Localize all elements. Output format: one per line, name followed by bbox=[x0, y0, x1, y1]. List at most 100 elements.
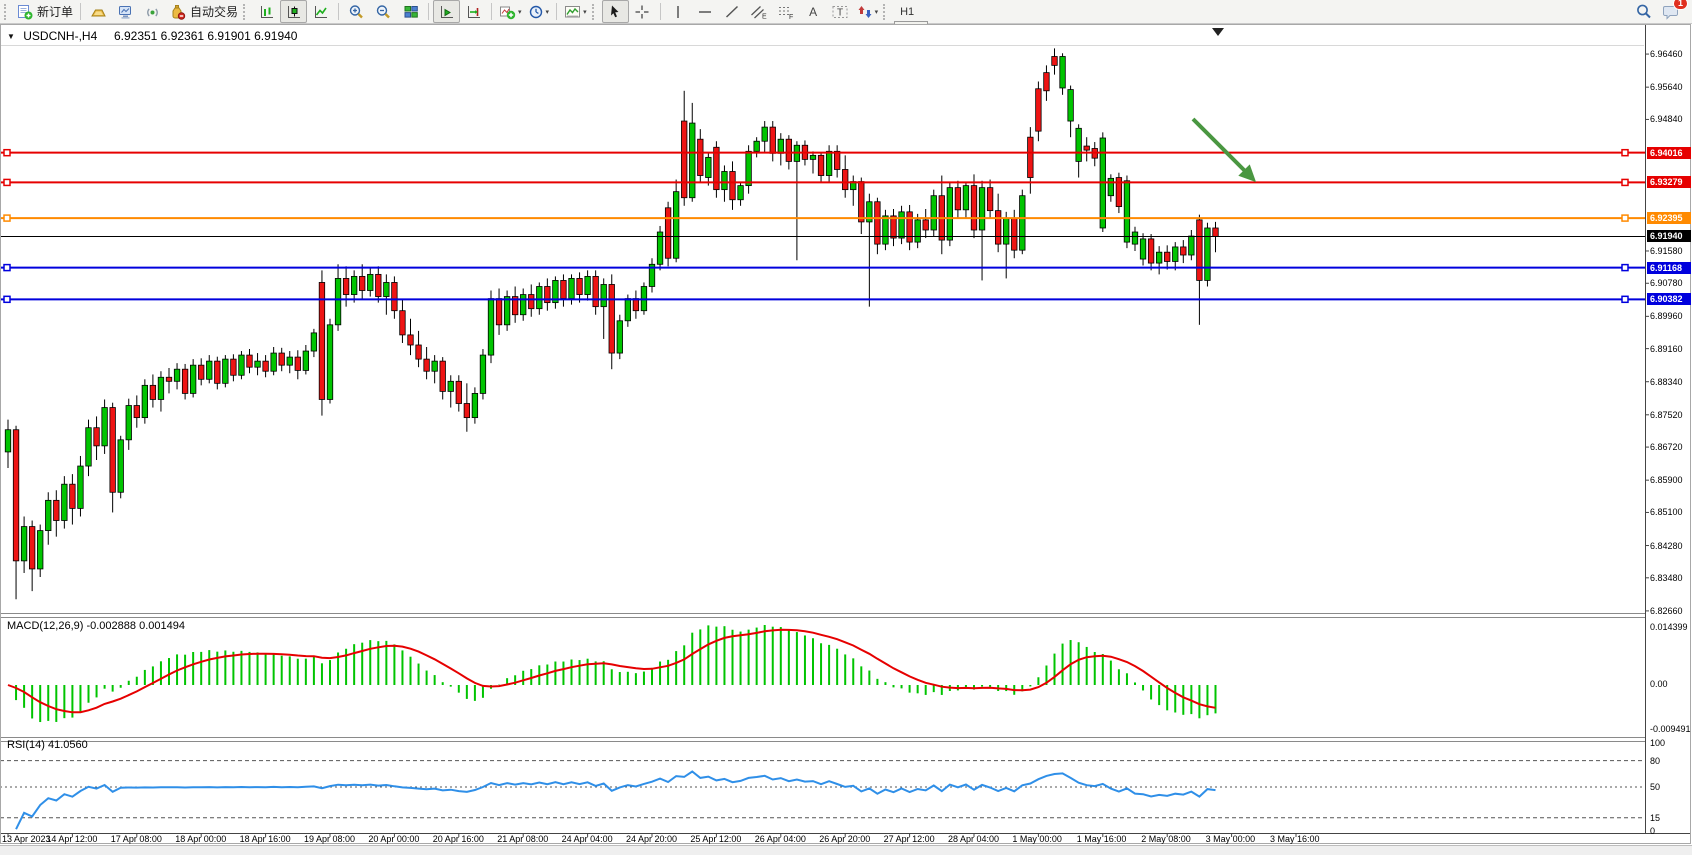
new-order-label: 新订单 bbox=[37, 5, 74, 19]
toolbar-separator bbox=[80, 3, 82, 20]
tile-windows-icon bbox=[403, 4, 419, 20]
text-label-icon: T bbox=[831, 4, 849, 20]
notifications-button[interactable]: 1 bbox=[1657, 0, 1688, 23]
current-price-label: 6.91940 bbox=[1647, 230, 1691, 243]
price-tick-label: 6.95640 bbox=[1650, 82, 1683, 93]
signal-icon bbox=[144, 4, 161, 20]
vertical-line-icon bbox=[672, 4, 684, 20]
bar-chart-button[interactable] bbox=[253, 0, 280, 23]
chart-menu-triangle-icon[interactable]: ▼ bbox=[7, 32, 15, 41]
price-line-label: 6.90382 bbox=[1647, 293, 1691, 306]
crosshair-button[interactable] bbox=[629, 0, 656, 23]
price-tick-label: 6.83480 bbox=[1650, 572, 1683, 583]
date-label: 2 May 08:00 bbox=[1141, 834, 1191, 844]
date-label: 1 May 00:00 bbox=[1012, 834, 1062, 844]
chart-canvas[interactable] bbox=[0, 24, 1692, 845]
terminal-button[interactable] bbox=[112, 0, 139, 23]
toolbar-separator bbox=[659, 3, 661, 20]
chart-title[interactable]: ▼ USDCNH-,H4 6.92351 6.92361 6.91901 6.9… bbox=[7, 29, 297, 43]
zoom-out-button[interactable] bbox=[370, 0, 397, 23]
toolbar-grip[interactable] bbox=[883, 3, 890, 20]
gold-button[interactable] bbox=[85, 0, 112, 23]
horizontal-line-button[interactable] bbox=[692, 0, 719, 23]
toolbar: 新订单 自动交易 ▾ ▾ ▾ E bbox=[0, 0, 1692, 90]
trendline-icon bbox=[724, 4, 740, 20]
price-tick-label: 6.86720 bbox=[1650, 442, 1683, 453]
signals-button[interactable] bbox=[139, 0, 166, 23]
text-label-button[interactable]: T bbox=[827, 0, 854, 23]
date-label: 14 Apr 12:00 bbox=[46, 834, 98, 844]
date-label: 25 Apr 12:00 bbox=[690, 834, 742, 844]
cursor-button[interactable] bbox=[601, 0, 629, 23]
chevron-down-icon: ▾ bbox=[583, 8, 587, 16]
title-underline bbox=[1, 45, 1644, 46]
candlestick-chart-icon bbox=[286, 4, 302, 20]
rsi-axis-label: 15 bbox=[1650, 812, 1661, 823]
date-label: 3 May 16:00 bbox=[1270, 834, 1320, 844]
chevron-down-icon: ▾ bbox=[518, 8, 522, 16]
date-label: 18 Apr 16:00 bbox=[239, 834, 291, 844]
zoom-in-icon bbox=[348, 4, 365, 20]
periods-button[interactable]: ▾ bbox=[525, 0, 553, 23]
toolbar-separator bbox=[338, 3, 340, 20]
text-button[interactable]: A bbox=[800, 0, 827, 23]
periods-clock-icon bbox=[528, 4, 544, 20]
price-tick-label: 6.82660 bbox=[1650, 605, 1683, 616]
price-tick-label: 6.84280 bbox=[1650, 540, 1683, 551]
autotrade-label: 自动交易 bbox=[190, 5, 239, 19]
date-label: 20 Apr 16:00 bbox=[432, 834, 484, 844]
new-order-button[interactable]: 新订单 bbox=[14, 0, 76, 23]
chevron-down-icon: ▾ bbox=[874, 8, 879, 16]
date-label: 19 Apr 08:00 bbox=[304, 834, 356, 844]
trendline-button[interactable] bbox=[719, 0, 746, 23]
text-icon: A bbox=[809, 4, 818, 19]
price-tick-label: 6.94840 bbox=[1650, 114, 1683, 125]
gold-ingot-icon bbox=[90, 4, 107, 20]
line-chart-button[interactable] bbox=[307, 0, 334, 23]
date-label: 24 Apr 20:00 bbox=[626, 834, 678, 844]
zoom-in-button[interactable] bbox=[343, 0, 370, 23]
toolbar-grip[interactable] bbox=[4, 3, 11, 20]
terminal-icon bbox=[117, 4, 134, 20]
timeframe-H1[interactable]: H1 bbox=[900, 5, 915, 18]
template-button[interactable]: ▾ bbox=[561, 0, 590, 23]
arrow-objects-button[interactable]: ▾ bbox=[854, 0, 882, 23]
price-tick-label: 6.90780 bbox=[1650, 278, 1683, 289]
toolbar-grip[interactable] bbox=[243, 3, 250, 20]
date-label: 27 Apr 12:00 bbox=[883, 834, 935, 844]
chart-shift-button[interactable] bbox=[460, 0, 487, 23]
chevron-down-icon: ▾ bbox=[545, 8, 550, 16]
price-line-label: 6.91168 bbox=[1647, 261, 1691, 274]
indicators-button[interactable]: ▾ bbox=[496, 0, 525, 23]
search-button[interactable] bbox=[1630, 0, 1657, 23]
tile-windows-button[interactable] bbox=[397, 0, 424, 23]
autotrade-button[interactable]: 自动交易 bbox=[166, 0, 241, 23]
date-label: 26 Apr 20:00 bbox=[819, 834, 871, 844]
chart-shift-icon bbox=[466, 4, 482, 20]
toolbar-grip[interactable] bbox=[591, 3, 599, 20]
price-tick-label: 6.96460 bbox=[1650, 49, 1683, 60]
candlestick-chart-button[interactable] bbox=[280, 0, 308, 23]
trend-arrow bbox=[1191, 117, 1251, 177]
rsi-axis-label: 100 bbox=[1650, 738, 1666, 748]
auto-scroll-button[interactable] bbox=[433, 0, 461, 23]
rsi-axis-label: 50 bbox=[1650, 782, 1661, 792]
auto-scroll-icon bbox=[439, 4, 455, 20]
fibonacci-button[interactable]: F bbox=[773, 0, 800, 23]
price-tick-label: 6.89960 bbox=[1650, 311, 1683, 322]
autotrade-bag-icon bbox=[169, 4, 187, 20]
rsi-axis-label: 80 bbox=[1650, 755, 1661, 766]
chart-region bbox=[0, 24, 1692, 845]
date-label: 28 Apr 04:00 bbox=[948, 834, 1000, 844]
equidistant-channel-icon: E bbox=[750, 4, 768, 20]
toolbar-separator bbox=[428, 3, 430, 20]
status-strip bbox=[0, 845, 1692, 855]
toolbar-separator bbox=[556, 3, 558, 20]
arrow-objects-icon bbox=[857, 4, 873, 20]
equidistant-channel-button[interactable]: E bbox=[746, 0, 773, 23]
price-tick-label: 6.85900 bbox=[1650, 475, 1683, 486]
price-tick-label: 6.85100 bbox=[1650, 507, 1683, 518]
date-label: 26 Apr 04:00 bbox=[754, 834, 806, 844]
vertical-line-button[interactable] bbox=[665, 0, 692, 23]
line-chart-icon bbox=[313, 4, 329, 20]
